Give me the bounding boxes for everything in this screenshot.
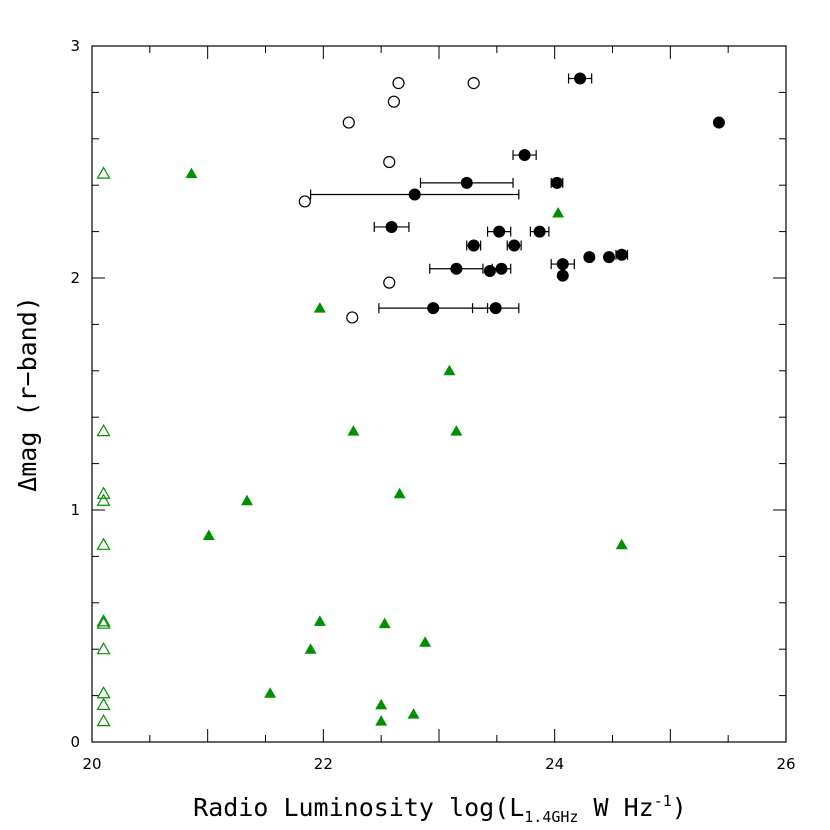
- filled-circle-point: [583, 251, 596, 264]
- filled-triangle-point: [240, 494, 253, 506]
- filled-circle-point: [489, 302, 502, 315]
- filled-circle-point: [556, 258, 569, 271]
- open-triangle-point: [96, 686, 111, 699]
- x-axis-title-unit: W Hz: [578, 793, 653, 822]
- data-markers: [96, 72, 725, 727]
- y-tick-label: 1: [70, 501, 80, 519]
- filled-triangle-point: [304, 643, 317, 654]
- filled-circle-point: [460, 176, 473, 189]
- x-axis-title-close: ): [672, 793, 687, 822]
- open-triangle-point: [96, 537, 111, 550]
- filled-triangle-point: [407, 708, 420, 719]
- filled-triangle-point: [313, 302, 326, 313]
- filled-triangle-point: [375, 715, 388, 726]
- x-tick-label: 20: [82, 755, 101, 773]
- filled-circle-point: [556, 269, 569, 282]
- y-tick-label: 3: [70, 37, 80, 55]
- filled-triangle-point: [375, 698, 388, 710]
- open-triangle-point: [96, 614, 111, 627]
- filled-triangle-point: [393, 487, 406, 499]
- open-triangle-point: [96, 713, 111, 727]
- filled-triangle-point: [419, 636, 432, 647]
- tick-labels: 20 22 24 26 0 1 2 3: [70, 37, 795, 773]
- y-tick-label: 2: [70, 269, 80, 287]
- open-triangle-point: [96, 486, 111, 499]
- filled-circle-point: [518, 149, 531, 162]
- filled-circle-point: [493, 225, 506, 238]
- filled-triangle-point: [185, 167, 198, 179]
- filled-circle-point: [467, 239, 480, 252]
- filled-circle-point: [603, 251, 616, 264]
- x-tick-label: 24: [545, 755, 564, 773]
- filled-circle-point: [450, 262, 463, 275]
- filled-triangle-point: [450, 425, 463, 436]
- filled-triangle-point: [313, 615, 326, 626]
- x-axis-title-superscript: -1: [654, 792, 672, 810]
- open-triangle-point: [96, 616, 111, 629]
- filled-circle-point: [427, 302, 440, 315]
- filled-triangle-point: [264, 687, 277, 698]
- x-tick-label: 26: [776, 755, 795, 773]
- open-circle-point: [383, 155, 396, 169]
- filled-circle-point: [615, 248, 628, 261]
- filled-circle-point: [574, 72, 587, 85]
- filled-triangle-point: [552, 207, 565, 218]
- filled-circle-point: [408, 188, 421, 201]
- filled-circle-point: [385, 220, 398, 233]
- filled-circle-point: [550, 176, 563, 189]
- open-circle-point: [387, 95, 400, 108]
- filled-triangle-point: [443, 364, 456, 376]
- open-triangle-point: [96, 423, 111, 437]
- open-circle-point: [467, 77, 480, 90]
- open-circle-point: [392, 77, 405, 90]
- x-axis-title-main: Radio Luminosity log(L: [193, 793, 524, 822]
- filled-circle-point: [483, 265, 496, 278]
- open-circle-point: [346, 311, 359, 324]
- filled-triangle-point: [202, 529, 215, 541]
- filled-circle-point: [508, 239, 521, 252]
- x-axis-title-subscript: 1.4GHz: [524, 808, 578, 826]
- open-circle-point: [298, 195, 311, 208]
- axis-ticks: [91, 45, 787, 743]
- y-axis-title: Δmag (r−band): [13, 296, 42, 492]
- open-triangle-point: [96, 493, 111, 506]
- y-tick-label: 0: [70, 733, 80, 751]
- filled-circle-point: [712, 116, 725, 129]
- filled-triangle-point: [378, 617, 391, 629]
- plot-frame: [91, 45, 787, 743]
- filled-triangle-point: [615, 538, 628, 550]
- open-circle-point: [342, 116, 355, 129]
- open-triangle-point: [96, 697, 111, 710]
- error-bars: [310, 73, 629, 314]
- open-triangle-point: [96, 641, 111, 655]
- filled-triangle-point: [347, 425, 360, 436]
- x-axis-title: Radio Luminosity log(L1.4GHz W Hz-1): [193, 792, 687, 826]
- filled-circle-point: [533, 225, 546, 238]
- open-triangle-point: [96, 166, 111, 179]
- open-circle-point: [383, 276, 396, 289]
- x-tick-label: 22: [314, 755, 333, 773]
- filled-circle-point: [495, 262, 508, 275]
